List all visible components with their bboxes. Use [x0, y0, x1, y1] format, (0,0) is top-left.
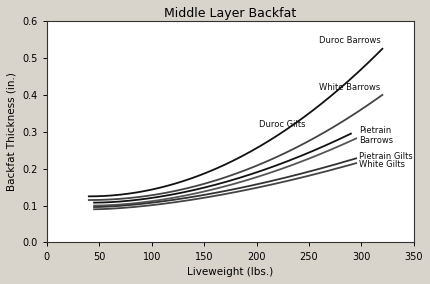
X-axis label: Liveweight (lbs.): Liveweight (lbs.) [187, 267, 273, 277]
Text: White Barrows: White Barrows [319, 83, 381, 92]
Text: Pietrain Gilts: Pietrain Gilts [359, 153, 413, 161]
Text: Duroc Gilts: Duroc Gilts [259, 120, 305, 129]
Text: Duroc Barrows: Duroc Barrows [319, 36, 381, 45]
Text: Pietrain
Barrows: Pietrain Barrows [359, 126, 393, 145]
Text: White Gilts: White Gilts [359, 160, 405, 169]
Title: Middle Layer Backfat: Middle Layer Backfat [164, 7, 296, 20]
Y-axis label: Backfat Thickness (in.): Backfat Thickness (in.) [7, 72, 17, 191]
